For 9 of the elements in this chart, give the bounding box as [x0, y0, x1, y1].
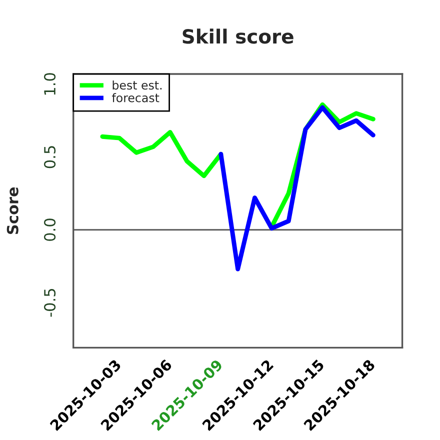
- y-tick-label: 1.0: [44, 73, 56, 95]
- chart-title: Skill score: [182, 28, 294, 44]
- y-tick-label: 0.5: [44, 146, 56, 168]
- y-tick-label: -0.5: [44, 288, 56, 317]
- y-axis-title: Score: [6, 187, 18, 234]
- legend-label: forecast: [112, 93, 160, 102]
- y-tick-label: 0.0: [44, 218, 56, 241]
- legend-label: best est.: [112, 80, 162, 90]
- line-series: [218, 105, 376, 272]
